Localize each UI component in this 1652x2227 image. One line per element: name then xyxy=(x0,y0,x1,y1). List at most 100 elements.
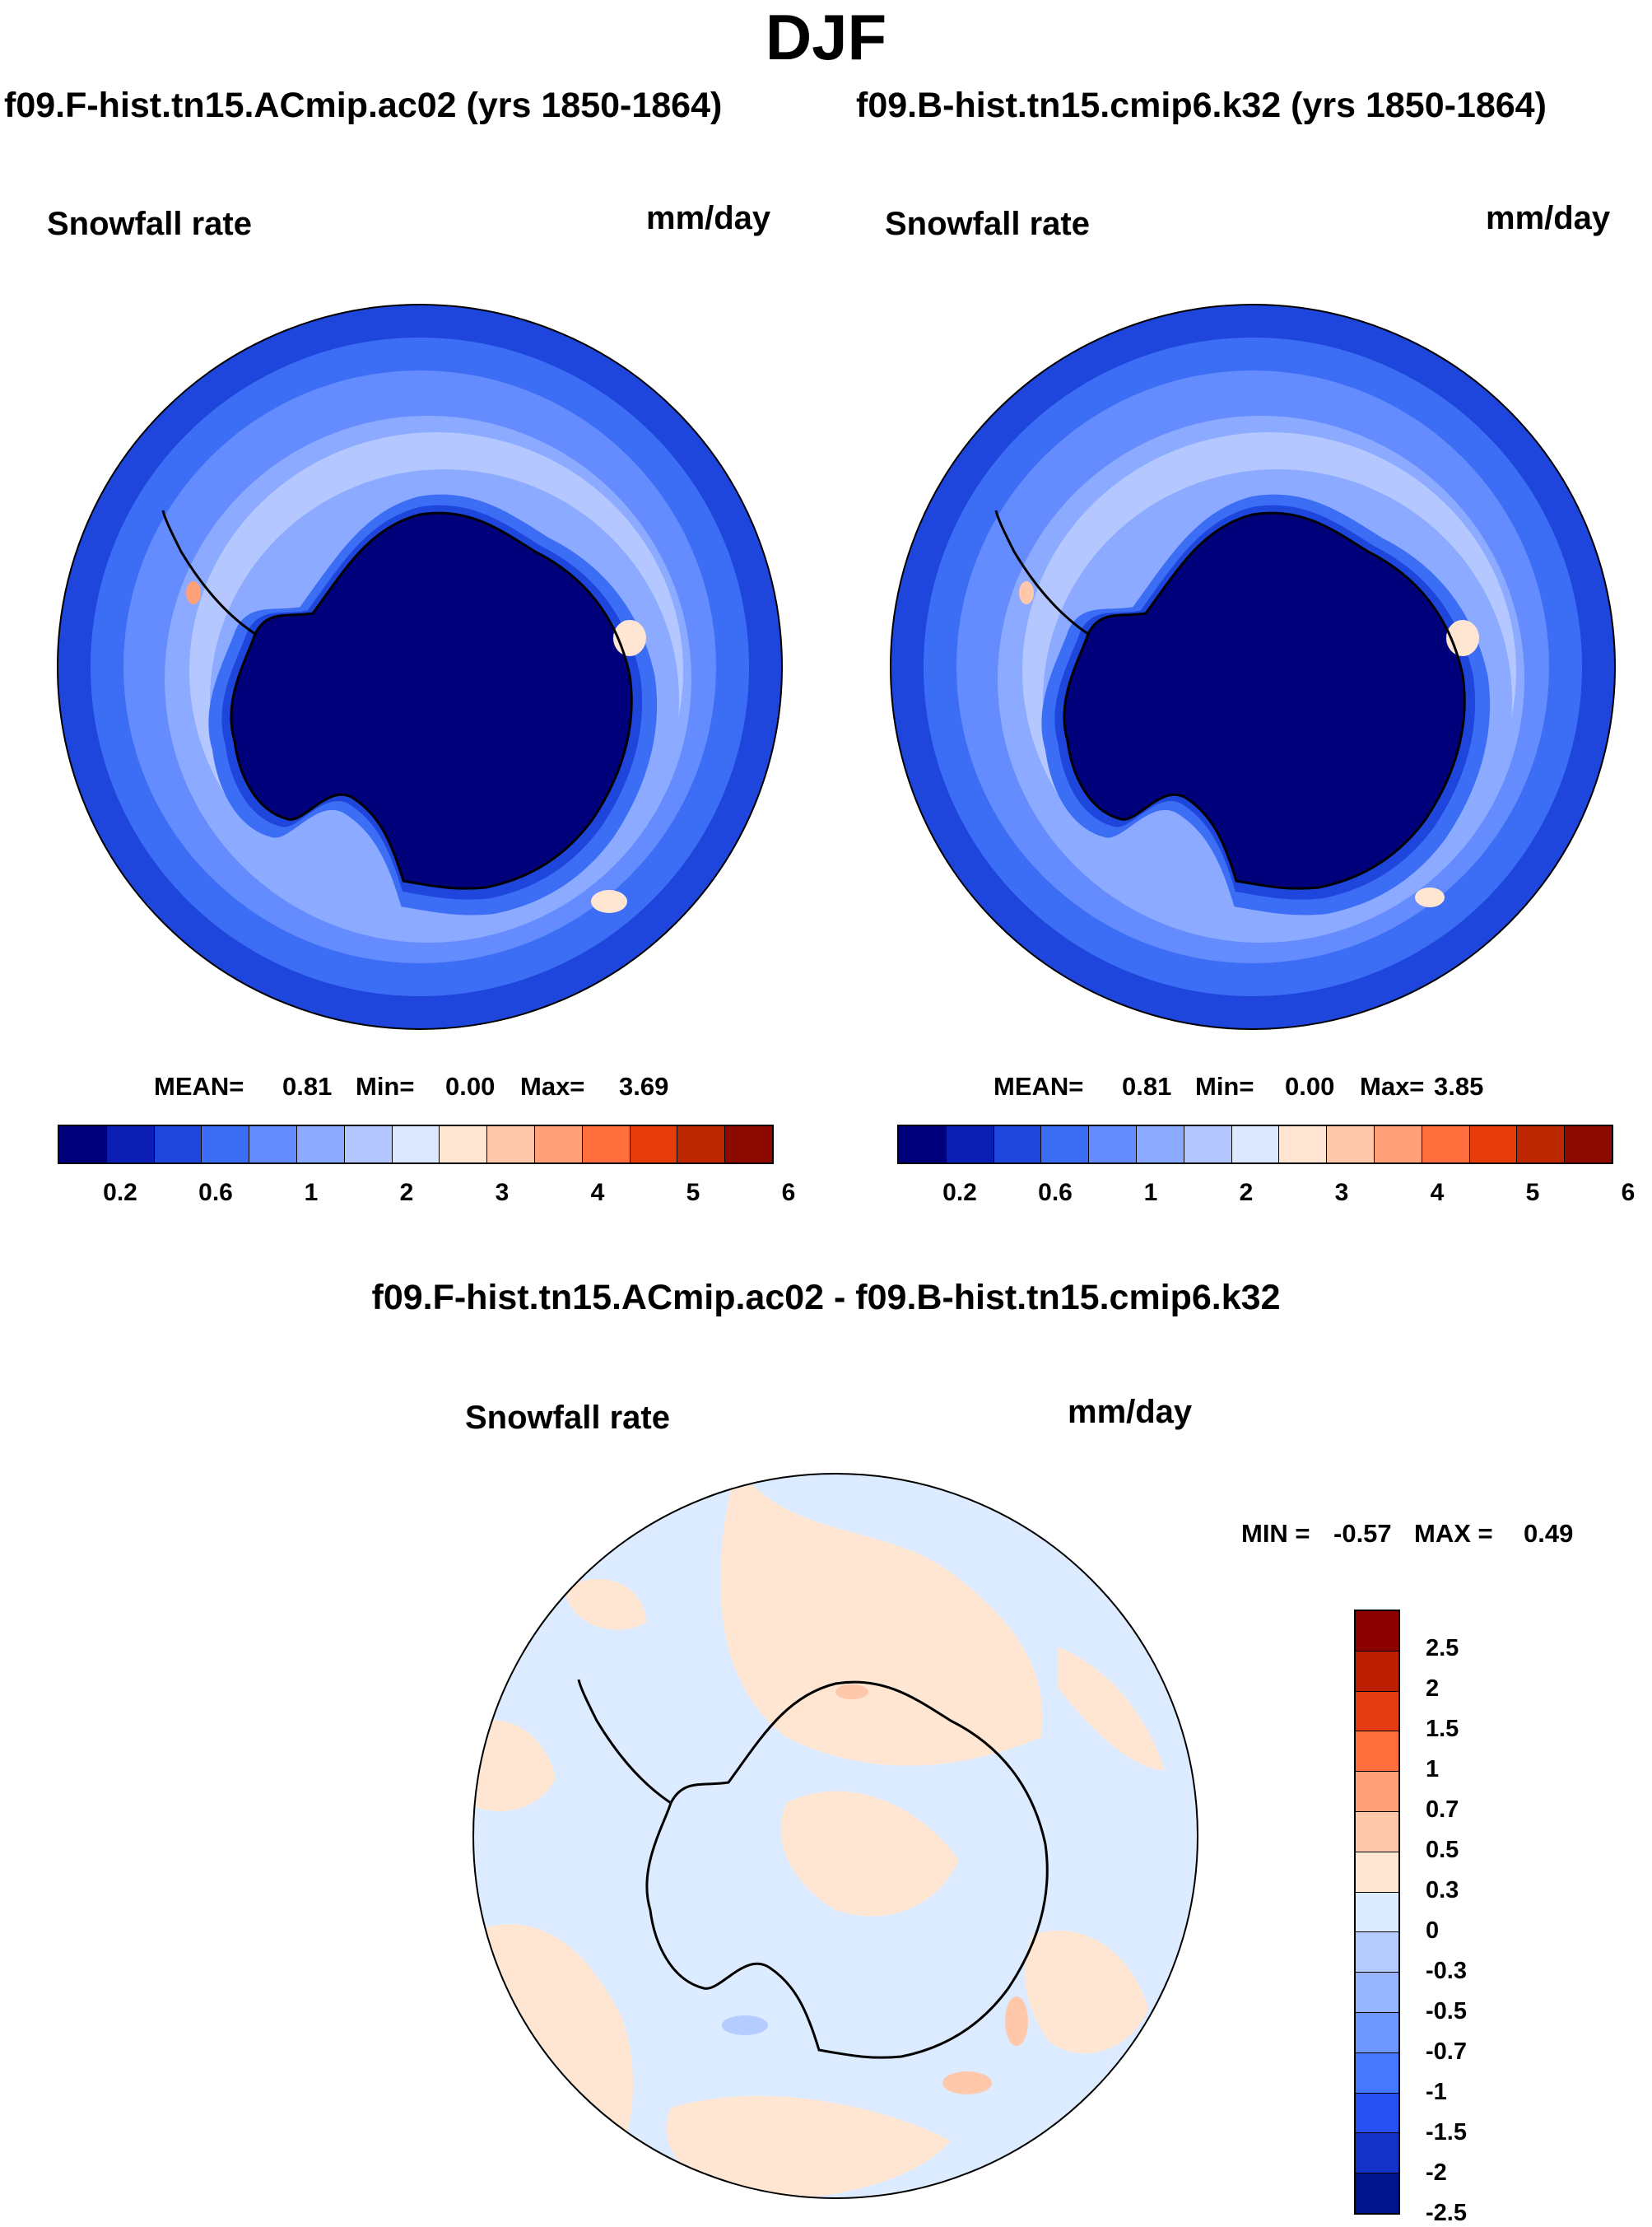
colorbar-swatch xyxy=(899,1126,947,1162)
colorbar-swatch xyxy=(1041,1126,1090,1162)
map-boundary xyxy=(890,304,1616,1030)
colorbar-swatch xyxy=(1374,1126,1422,1162)
colorbar-swatch xyxy=(1356,1811,1398,1852)
colorbar-tick-label: 0.7 xyxy=(1426,1796,1459,1823)
panel-right-max-value: 3.85 xyxy=(1434,1072,1484,1101)
colorbar-swatch xyxy=(1356,1892,1398,1933)
colorbar-tick-label: 0 xyxy=(1426,1917,1440,1944)
colorbar-swatch xyxy=(1469,1126,1518,1162)
colorbar-tick-label: -1 xyxy=(1426,2079,1447,2105)
panel-left-experiment-title: f09.F-hist.tn15.ACmip.ac02 (yrs 1850-186… xyxy=(4,86,723,125)
colorbar-swatch xyxy=(59,1126,107,1162)
panel-left-mean-value: 0.81 xyxy=(282,1072,333,1101)
diff-colorbar xyxy=(1354,1610,1400,2215)
colorbar-tick-label: 2 xyxy=(1426,1675,1440,1702)
colorbar-tick-label: -0.3 xyxy=(1426,1958,1467,1984)
colorbar-swatch xyxy=(296,1126,345,1162)
main-title: DJF xyxy=(765,1,887,73)
panel-right-min-value: 0.00 xyxy=(1285,1072,1335,1101)
colorbar-swatch xyxy=(1356,1651,1398,1692)
colorbar-swatch xyxy=(344,1126,393,1162)
colorbar-tick-label: -2.5 xyxy=(1426,2200,1467,2226)
colorbar-swatch xyxy=(1356,1932,1398,1973)
panel-right-max-label: Max= xyxy=(1360,1072,1425,1101)
colorbar-tick-label: 1 xyxy=(304,1179,319,1206)
colorbar-tick-label: 1 xyxy=(1143,1179,1158,1206)
colorbar-tick-label: 1 xyxy=(1426,1756,1440,1782)
colorbar-tick-label: 3 xyxy=(495,1179,510,1206)
colorbar-swatch xyxy=(1356,2052,1398,2094)
snowfall-field xyxy=(58,305,782,1029)
colorbar-tick-label: -1.5 xyxy=(1426,2119,1467,2145)
colorbar-tick-label: -2 xyxy=(1426,2159,1447,2186)
colorbar-tick-label: 0.6 xyxy=(1038,1179,1073,1206)
diff-units-label: mm/day xyxy=(1068,1394,1193,1430)
colorbar-swatch xyxy=(1231,1126,1280,1162)
colorbar-swatch xyxy=(582,1126,631,1162)
map-boundary xyxy=(57,304,783,1030)
diff-max-value: 0.49 xyxy=(1524,1519,1574,1548)
colorbar-swatch xyxy=(1356,2173,1398,2213)
panel-left-mean-label: MEAN= xyxy=(154,1072,244,1101)
panel-right-colorbar xyxy=(897,1125,1613,1164)
colorbar-tick-label: 2.5 xyxy=(1426,1635,1459,1661)
panel-right-snowfall-map xyxy=(890,304,1616,1030)
panel-left-colorbar xyxy=(58,1125,774,1164)
diff-max-label: MAX = xyxy=(1414,1519,1493,1548)
colorbar-swatch xyxy=(154,1126,202,1162)
diff-title: f09.F-hist.tn15.ACmip.ac02 - f09.B-hist.… xyxy=(371,1278,1281,1317)
panel-right-units-label: mm/day xyxy=(1486,200,1611,236)
panel-left-min-label: Min= xyxy=(356,1072,415,1101)
map-boundary xyxy=(472,1473,1198,2199)
colorbar-tick-label: 0.3 xyxy=(1426,1877,1459,1903)
panel-left-units-label: mm/day xyxy=(646,200,771,236)
colorbar-swatch xyxy=(1136,1126,1184,1162)
colorbar-swatch xyxy=(1356,1973,1398,2013)
colorbar-tick-label: 5 xyxy=(686,1179,700,1206)
panel-left-max-value: 3.69 xyxy=(619,1072,669,1101)
colorbar-tick-label: 5 xyxy=(1525,1179,1540,1206)
diff-variable-label: Snowfall rate xyxy=(465,1400,670,1436)
colorbar-swatch xyxy=(630,1126,678,1162)
colorbar-swatch xyxy=(677,1126,726,1162)
colorbar-swatch xyxy=(1356,1611,1398,1652)
diff-min-label: MIN = xyxy=(1241,1519,1310,1548)
colorbar-tick-label: 3 xyxy=(1334,1179,1349,1206)
colorbar-swatch xyxy=(1565,1126,1612,1162)
colorbar-swatch xyxy=(725,1126,772,1162)
colorbar-swatch xyxy=(1356,2012,1398,2053)
colorbar-tick-label: -0.7 xyxy=(1426,2038,1467,2065)
colorbar-swatch xyxy=(1356,1691,1398,1732)
colorbar-tick-label: 6 xyxy=(781,1179,796,1206)
colorbar-tick-label: 4 xyxy=(1430,1179,1445,1206)
colorbar-swatch xyxy=(534,1126,583,1162)
colorbar-swatch xyxy=(1356,2093,1398,2134)
colorbar-swatch xyxy=(1356,1731,1398,1773)
colorbar-swatch xyxy=(1422,1126,1470,1162)
colorbar-swatch xyxy=(1356,1852,1398,1893)
panel-left-variable-label: Snowfall rate xyxy=(47,206,252,242)
colorbar-tick-label: 2 xyxy=(399,1179,414,1206)
diff-min-value: -0.57 xyxy=(1333,1519,1392,1548)
panel-right-min-label: Min= xyxy=(1195,1072,1254,1101)
colorbar-swatch xyxy=(392,1126,440,1162)
diff-field xyxy=(473,1474,1198,2198)
colorbar-tick-label: 6 xyxy=(1621,1179,1636,1206)
colorbar-tick-label: 1.5 xyxy=(1426,1716,1459,1742)
panel-left-max-label: Max= xyxy=(520,1072,585,1101)
panel-left-snowfall-map xyxy=(57,304,783,1030)
colorbar-swatch xyxy=(1184,1126,1232,1162)
colorbar-swatch xyxy=(202,1126,250,1162)
colorbar-swatch xyxy=(249,1126,297,1162)
colorbar-swatch xyxy=(487,1126,535,1162)
colorbar-swatch xyxy=(1279,1126,1328,1162)
colorbar-tick-label: 0.5 xyxy=(1426,1837,1459,1863)
colorbar-tick-label: 0.6 xyxy=(198,1179,233,1206)
colorbar-tick-label: 2 xyxy=(1239,1179,1254,1206)
panel-right-mean-label: MEAN= xyxy=(994,1072,1084,1101)
panel-right-variable-label: Snowfall rate xyxy=(885,206,1090,242)
panel-right-mean-value: 0.81 xyxy=(1122,1072,1172,1101)
panel-left-min-value: 0.00 xyxy=(445,1072,496,1101)
colorbar-tick-label: 0.2 xyxy=(942,1179,977,1206)
colorbar-tick-label: -0.5 xyxy=(1426,1998,1467,2024)
